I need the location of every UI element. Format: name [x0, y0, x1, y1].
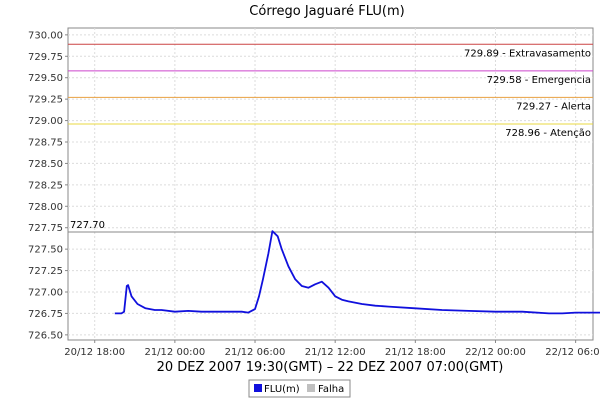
x-tick-label: 21/12 18:00 — [385, 347, 446, 358]
y-tick-label: 729.25 — [28, 95, 63, 106]
x-tick-label: 21/12 00:00 — [144, 347, 205, 358]
legend-label-falha: Falha — [318, 384, 344, 395]
y-tick-label: 727.25 — [28, 266, 63, 277]
x-axis: 20/12 18:00 21/12 00:00 21/12 06:00 21/12 1… — [64, 340, 600, 358]
legend-swatch-falha — [307, 384, 315, 392]
y-tick-label: 728.50 — [28, 159, 63, 170]
x-tick-label: 21/12 06:00 — [225, 347, 286, 358]
y-axis: 726.50 726.75 727.00 727.25 727.50 727.75 728.… — [28, 30, 68, 341]
legend-box — [248, 379, 351, 398]
x-tick-label: 21/12 12:00 — [305, 347, 366, 358]
y-tick-label: 726.75 — [28, 309, 63, 320]
threshold-label: 729.27 - Alerta — [516, 101, 591, 112]
x-axis-label: 20 DEZ 2007 19:30(GMT) – 22 DEZ 2007 07:… — [157, 360, 504, 375]
series-layer: 726.75 — [114, 230, 600, 315]
threshold-label: 729.58 - Emergencia — [487, 75, 591, 86]
x-tick-label: 22/12 00:00 — [465, 347, 526, 358]
threshold-lines: 729.89 - Extravasamento 729.58 - Emergenc… — [68, 43, 593, 233]
x-tick-label: 20/12 18:00 — [64, 347, 125, 358]
threshold-label: 727.70 — [70, 220, 105, 231]
y-tick-label: 729.50 — [28, 73, 63, 84]
y-tick-label: 728.25 — [28, 180, 63, 191]
y-tick-label: 727.75 — [28, 223, 63, 234]
series-line-flu — [114, 230, 600, 315]
y-tick-label: 727.50 — [28, 245, 63, 256]
y-tick-label: 730.00 — [28, 30, 63, 41]
legend-label-flu: FLU(m) — [264, 384, 300, 395]
threshold-label: 728.96 - Atenção — [505, 128, 591, 139]
x-tick-label: 22/12 06:00 — [545, 347, 600, 358]
y-tick-label: 727.00 — [28, 288, 63, 299]
legend: FLU(m) Falha — [248, 379, 351, 398]
y-tick-label: 726.50 — [28, 330, 63, 341]
y-tick-label: 728.00 — [28, 202, 63, 213]
grid — [68, 28, 593, 340]
y-tick-label: 728.75 — [28, 138, 63, 149]
threshold-label: 729.89 - Extravasamento — [464, 48, 591, 59]
plot-area — [67, 27, 594, 341]
legend-swatch-flu — [254, 384, 262, 392]
y-tick-label: 729.00 — [28, 116, 63, 127]
y-tick-label: 729.75 — [28, 52, 63, 63]
chart-title: Córrego Jaguaré FLU(m) — [249, 4, 404, 19]
